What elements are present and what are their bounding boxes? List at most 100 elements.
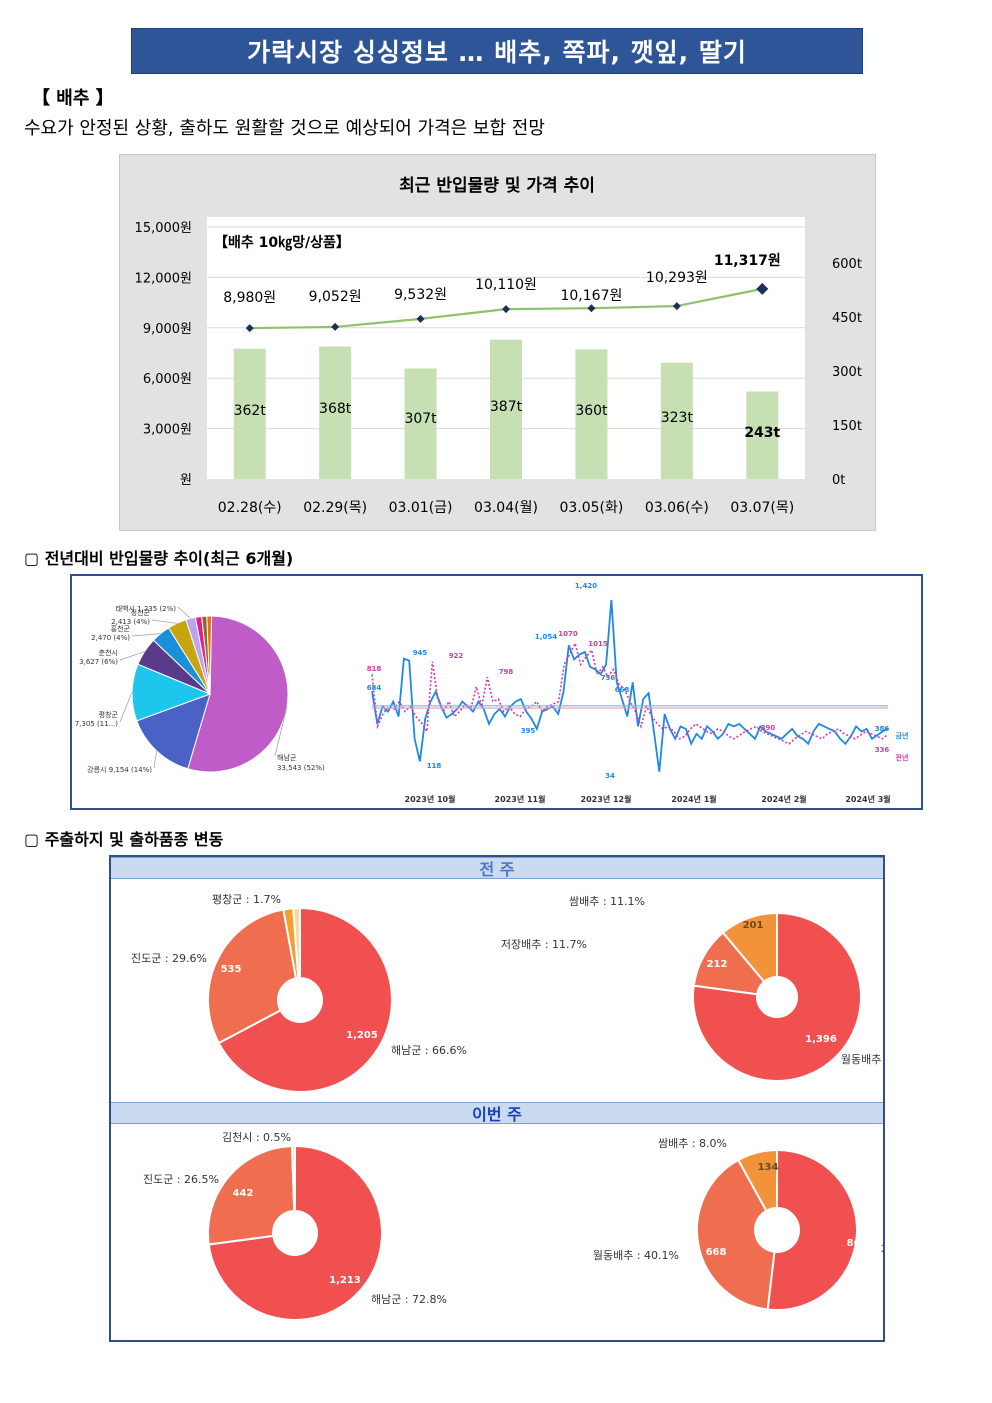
price-marker bbox=[587, 304, 596, 313]
pie-slice-label: 해남군 bbox=[277, 753, 297, 762]
price-label: 8,980원 bbox=[223, 290, 276, 306]
donut-slice bbox=[292, 906, 301, 980]
x-axis-tick: 2023년 12월 bbox=[581, 794, 632, 804]
prev-year-line bbox=[371, 641, 889, 745]
price-marker bbox=[416, 314, 425, 323]
x-axis-tick: 2024년 3월 bbox=[845, 794, 890, 804]
donut-category-label: 평창군 : 1.7% bbox=[212, 893, 281, 906]
price-label: 9,532원 bbox=[394, 287, 447, 303]
donut-slice bbox=[692, 931, 766, 996]
price-marker bbox=[672, 302, 681, 311]
price-label: 10,167원 bbox=[560, 288, 622, 304]
category-label: 03.05(화) bbox=[559, 500, 623, 516]
donut-slice bbox=[207, 1145, 296, 1246]
price-volume-chart-svg: 최근 반입물량 및 가격 추이원 3,000원 6,000원 9,000원 12,000… bbox=[135, 176, 862, 516]
left-axis-tick: 15,000원 bbox=[135, 221, 192, 236]
origin-variety-heading: ▢ 주출하지 및 출하품종 변동 bbox=[24, 830, 224, 849]
x-axis-tick: 2024년 2월 bbox=[761, 794, 806, 804]
price-marker bbox=[756, 282, 769, 295]
page-title: 가락시장 싱싱정보 … 배추, 쪽파, 깻잎, 딸기 bbox=[131, 28, 863, 74]
pie-slice-value: 2,470 (4%) bbox=[91, 634, 130, 642]
line-data-label: 684 bbox=[367, 684, 382, 692]
pie-slice bbox=[136, 693, 211, 770]
pie-leader-line bbox=[131, 633, 161, 637]
line-data-label: 1,420 bbox=[575, 582, 597, 590]
volume-bar-label: 307t bbox=[404, 411, 437, 427]
this-week-origin-pie: 1,213 해남군 : 72.8% 442 진도군 : 26.5% 김천시 : 0.5% bbox=[143, 1130, 447, 1321]
line-data-label: 1,054 bbox=[535, 633, 557, 641]
volume-bar bbox=[490, 339, 522, 479]
line-data-label: 818 bbox=[367, 665, 382, 673]
inflow-trend-panel: 해남군 33,543 (52%) 강릉시 9,154 (14%) 평창군 7,305 (… bbox=[70, 574, 923, 810]
volume-bar-label: 362t bbox=[234, 403, 267, 419]
pie-leader-line bbox=[153, 750, 157, 769]
donut-slice bbox=[721, 911, 778, 984]
donut-slice bbox=[217, 906, 393, 1093]
volume-bar bbox=[746, 391, 779, 479]
chart-product-label: 【배추 10㎏망/상품】 bbox=[214, 234, 350, 252]
volume-bar-label: 360t bbox=[575, 403, 608, 419]
pie-leader-line bbox=[177, 606, 191, 619]
donut-slice bbox=[696, 1158, 776, 1311]
donut-category-label: 김천시 : 0.5% bbox=[222, 1130, 291, 1144]
section-title: 【 배추 】 bbox=[32, 88, 114, 109]
donut-value-label: 134 bbox=[758, 1162, 779, 1173]
line-data-label: 전년 bbox=[896, 753, 909, 762]
donut-category-label: 진도군 : 26.5% bbox=[143, 1173, 219, 1186]
category-label: 02.28(수) bbox=[218, 500, 282, 516]
prev-week-variety-pie: 1,396 월동배추 : 77.2% 212 저장배추 : 11.7% 201 쌈배추 :… bbox=[501, 895, 883, 1082]
this-week-variety-pie: 864 저장배추 : 51.9% 668 월동배추 : 40.1% 134 쌈배추 : 8… bbox=[593, 1137, 883, 1311]
donut-value-label: 864 bbox=[847, 1238, 868, 1249]
category-label: 03.01(금) bbox=[389, 500, 453, 516]
price-label: 11,317원 bbox=[714, 253, 781, 269]
left-axis-tick: 9,000원 bbox=[143, 322, 192, 337]
volume-bar bbox=[233, 348, 266, 479]
donut-slice bbox=[766, 1148, 858, 1311]
category-label: 02.29(목) bbox=[303, 500, 367, 516]
price-marker bbox=[245, 324, 254, 333]
donut-slice bbox=[692, 911, 862, 1082]
line-data-label: 1015 bbox=[588, 640, 608, 648]
donut-category-label: 쌈배추 : 8.0% bbox=[658, 1137, 727, 1150]
line-data-label: 1070 bbox=[558, 630, 578, 638]
donut-value-label: 668 bbox=[706, 1247, 727, 1258]
donut-value-label: 212 bbox=[707, 959, 728, 970]
line-data-label: 798 bbox=[499, 668, 514, 676]
yearly-inflow-line-chart: 1,420 1,054 945 922 818 798 756 684 668 386 336 118… bbox=[367, 582, 909, 804]
donut-value-label: 1,205 bbox=[346, 1030, 378, 1041]
volume-bar bbox=[660, 362, 693, 479]
left-axis-tick: 3,000원 bbox=[143, 423, 192, 438]
line-data-label: 668 bbox=[615, 686, 630, 694]
left-axis-tick: 6,000원 bbox=[143, 372, 192, 387]
pie-slice bbox=[206, 615, 213, 695]
line-data-label: 118 bbox=[427, 762, 442, 770]
prev-week-origin-pie: 1,205 해남군 : 66.6% 535 진도군 : 29.6% 평창군 : 1.7% bbox=[131, 893, 467, 1093]
price-label: 9,052원 bbox=[309, 289, 362, 305]
x-axis-tick: 2023년 10월 bbox=[405, 794, 456, 804]
donut-value-label: 201 bbox=[743, 920, 764, 931]
category-label: 03.06(수) bbox=[645, 500, 709, 516]
donut-slice bbox=[291, 1144, 296, 1213]
donut-category-label: 해남군 : 66.6% bbox=[391, 1043, 467, 1057]
donut-value-label: 442 bbox=[233, 1188, 254, 1199]
inflow-trend-heading: ▢ 전년대비 반입물량 추이(최근 6개월) bbox=[24, 549, 294, 568]
volume-bar bbox=[319, 346, 352, 479]
line-data-label: 756 bbox=[601, 674, 616, 682]
this-year-line bbox=[371, 599, 889, 772]
volume-bar-label: 387t bbox=[490, 399, 523, 415]
right-axis-tick: 0t bbox=[832, 473, 845, 488]
line-data-label: 922 bbox=[449, 652, 464, 660]
volume-bar bbox=[575, 349, 608, 479]
donut-category-label: 저장배추 : 11.7% bbox=[501, 938, 587, 951]
pie-slice-value: 2,413 (4%) bbox=[111, 618, 150, 626]
origin-variety-panel: 전 주 이번 주 1,205 해남군 : 66.6% 535 진도군 : 29.6% 평… bbox=[109, 855, 885, 1342]
right-axis-tick: 450t bbox=[832, 311, 862, 326]
pie-slice-label: 정선군 bbox=[131, 608, 151, 617]
price-marker bbox=[331, 322, 340, 331]
donut-category-label: 쌈배추 : 11.1% bbox=[569, 895, 645, 908]
chart-title: 최근 반입물량 및 가격 추이 bbox=[399, 176, 595, 196]
line-data-label: 336 bbox=[875, 746, 890, 754]
pie-slice-label: 태백시 1,235 (2%) bbox=[116, 604, 177, 613]
right-axis-tick: 600t bbox=[832, 257, 862, 272]
